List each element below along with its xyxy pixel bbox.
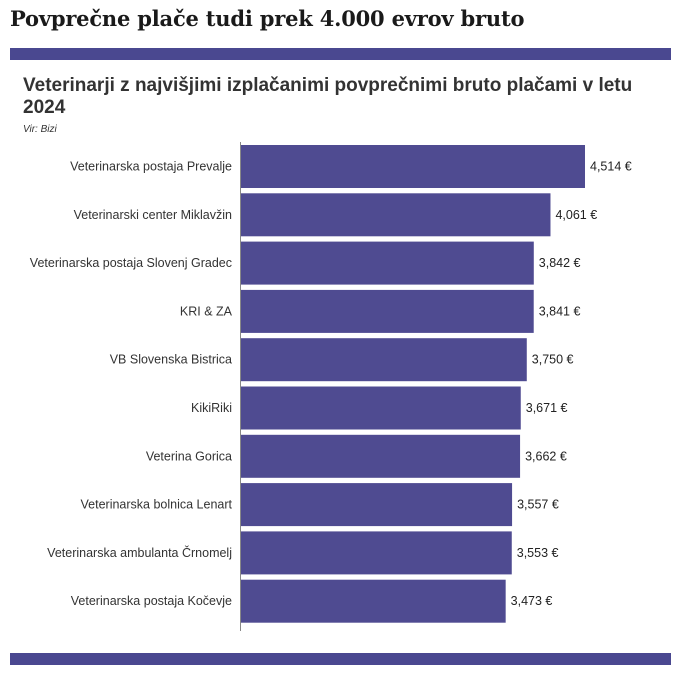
category-label: KikiRiki bbox=[191, 401, 232, 415]
value-label: 3,671 € bbox=[526, 401, 568, 415]
bar bbox=[241, 241, 534, 285]
bar bbox=[241, 289, 534, 333]
value-label: 3,750 € bbox=[532, 353, 574, 367]
bar bbox=[241, 338, 527, 382]
value-label: 3,557 € bbox=[517, 498, 559, 512]
bar bbox=[241, 483, 513, 527]
value-label: 3,842 € bbox=[539, 256, 581, 270]
value-label: 3,841 € bbox=[539, 304, 581, 318]
bar bbox=[241, 145, 585, 188]
bar bbox=[241, 579, 506, 623]
value-label: 4,514 € bbox=[590, 160, 632, 174]
category-label: Veterinarska bolnica Lenart bbox=[81, 498, 233, 512]
category-label: KRI & ZA bbox=[180, 304, 233, 318]
chart-title: Veterinarji z najvišjimi izplačanimi pov… bbox=[23, 75, 633, 118]
category-label: Veterinarski center Miklavžin bbox=[74, 208, 232, 222]
value-label: 3,553 € bbox=[517, 546, 559, 560]
top-divider-band bbox=[10, 48, 671, 60]
category-label: Veterinarska postaja Slovenj Gradec bbox=[30, 256, 232, 270]
page-headline: Povprečne plače tudi prek 4.000 evrov br… bbox=[10, 6, 525, 31]
bar bbox=[241, 531, 512, 575]
bar bbox=[241, 193, 551, 237]
category-label: Veterinarska ambulanta Črnomelj bbox=[47, 545, 232, 560]
bar bbox=[241, 434, 521, 478]
category-label: Veterina Gorica bbox=[146, 449, 232, 463]
value-label: 3,473 € bbox=[511, 594, 553, 608]
bottom-divider-band bbox=[10, 653, 671, 665]
category-label: Veterinarska postaja Kočevje bbox=[71, 594, 232, 608]
bar bbox=[241, 386, 521, 430]
value-label: 3,662 € bbox=[525, 449, 567, 463]
value-label: 4,061 € bbox=[555, 208, 597, 222]
chart-source: Vir: Bizi bbox=[23, 124, 57, 135]
category-label: VB Slovenska Bistrica bbox=[110, 353, 232, 367]
category-label: Veterinarska postaja Prevalje bbox=[70, 160, 232, 174]
